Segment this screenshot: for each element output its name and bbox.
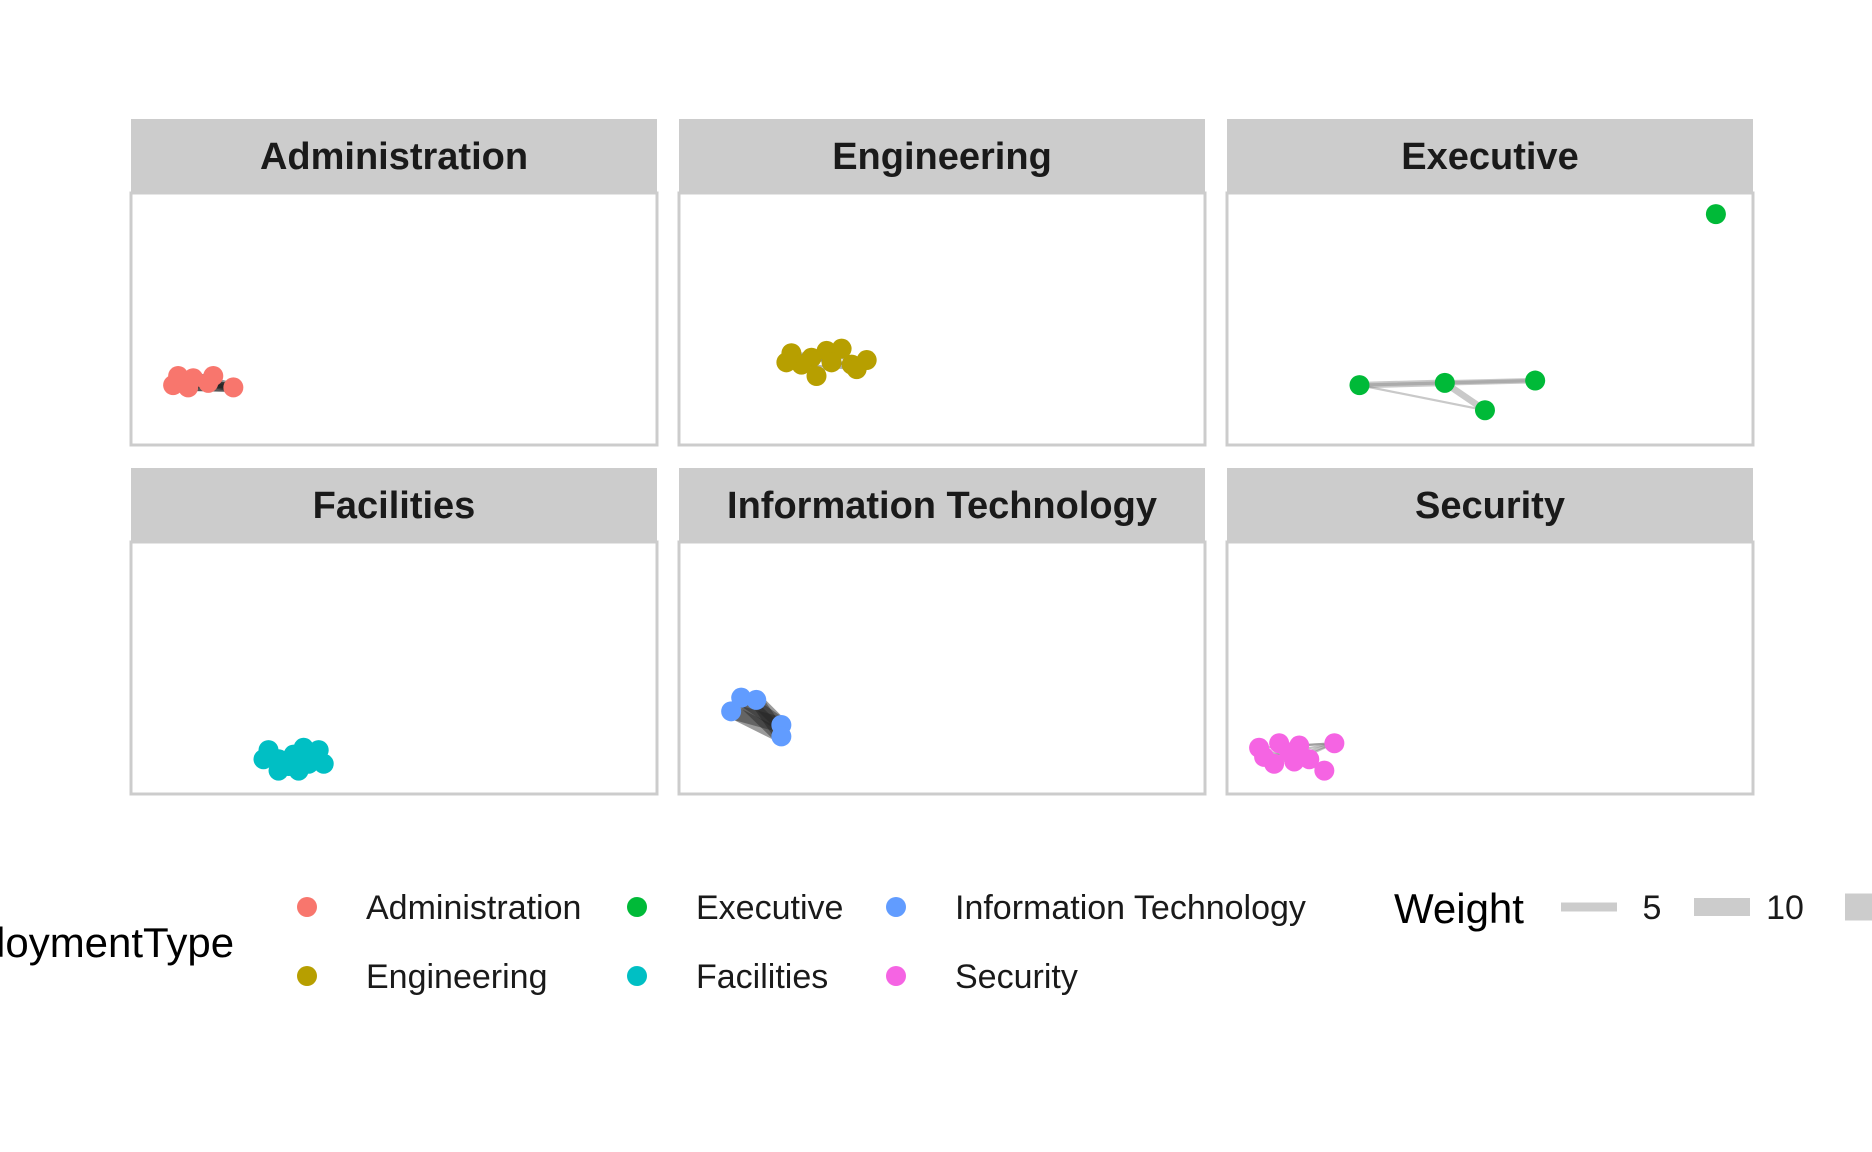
network-node [1525,370,1546,391]
facet-strip [131,119,657,193]
network-node [1349,375,1370,396]
facet-plot-area [129,191,659,447]
network-node [1324,733,1345,754]
legend-color-label: Administration [366,889,581,927]
legend-color-key [297,897,317,917]
network-node [313,753,334,774]
network-node [846,359,867,380]
legend-weight-key [1561,902,1617,912]
legend-color-label: Engineering [366,958,547,996]
legend: loymentType Weight Administration Enginee… [0,885,1872,996]
network-node [1254,746,1275,767]
network-node [1705,204,1726,225]
facet-panel: Information Technology [677,468,1207,796]
network-node [806,366,827,386]
legend-weight-title: Weight [1394,885,1524,932]
legend-weight-label: 10 [1766,889,1804,927]
network-node [1434,372,1455,393]
facet-panel: Administration [129,119,659,447]
legend-color-label: Facilities [696,958,828,996]
network-node [821,352,842,373]
facet-title: Engineering [832,136,1052,178]
network-node [831,338,852,359]
network-node [288,760,309,781]
facet-panels: Administration Engineering Executive Facili… [129,119,1755,796]
network-node [791,354,812,375]
network-node [223,377,244,398]
facet-title: Facilities [313,485,476,527]
network-node [268,749,289,770]
facet-panel: Engineering [677,119,1207,447]
facet-strip [131,468,657,542]
legend-color-title: loymentType [0,919,234,966]
network-node [771,726,792,747]
network-edge [1358,384,1487,412]
legend-color-key [886,966,906,986]
legend-color-label: Security [955,958,1078,996]
legend-color-key [297,966,317,986]
facet-panel: Security [1225,468,1755,796]
facet-title: Security [1415,485,1565,527]
network-node [1299,749,1320,770]
legend-weight-key [1694,898,1750,916]
legend-color-label: Executive [696,889,843,927]
network-node [731,687,752,708]
network-node [1314,760,1335,781]
facet-plot-area [677,540,1207,796]
facet-strip [679,468,1205,542]
facet-title: Executive [1401,136,1578,178]
legend-color-label: Information Technology [955,889,1306,927]
legend-color-key [627,966,647,986]
network-edge [1356,379,1449,389]
network-edge [1442,377,1538,386]
network-node [168,366,189,386]
facet-strip [1227,119,1753,193]
legend-color-key [886,897,906,917]
facet-strip [679,119,1205,193]
facet-strip [1227,468,1753,542]
facet-title: Administration [260,136,528,178]
network-node [721,701,742,722]
network-node [746,689,767,710]
network-node [1474,400,1495,421]
facet-panel: Executive [1225,119,1755,447]
legend-weight-key [1845,893,1872,921]
network-node [776,352,797,373]
legend-color-key [627,897,647,917]
facet-plot-area [129,540,659,796]
network-node [198,372,219,393]
network-node [1279,742,1300,763]
facet-title: Information Technology [727,485,1157,527]
facet-panel: Facilities [129,468,659,796]
legend-weight-label: 5 [1643,889,1662,927]
facet-plot-area [677,191,1207,447]
